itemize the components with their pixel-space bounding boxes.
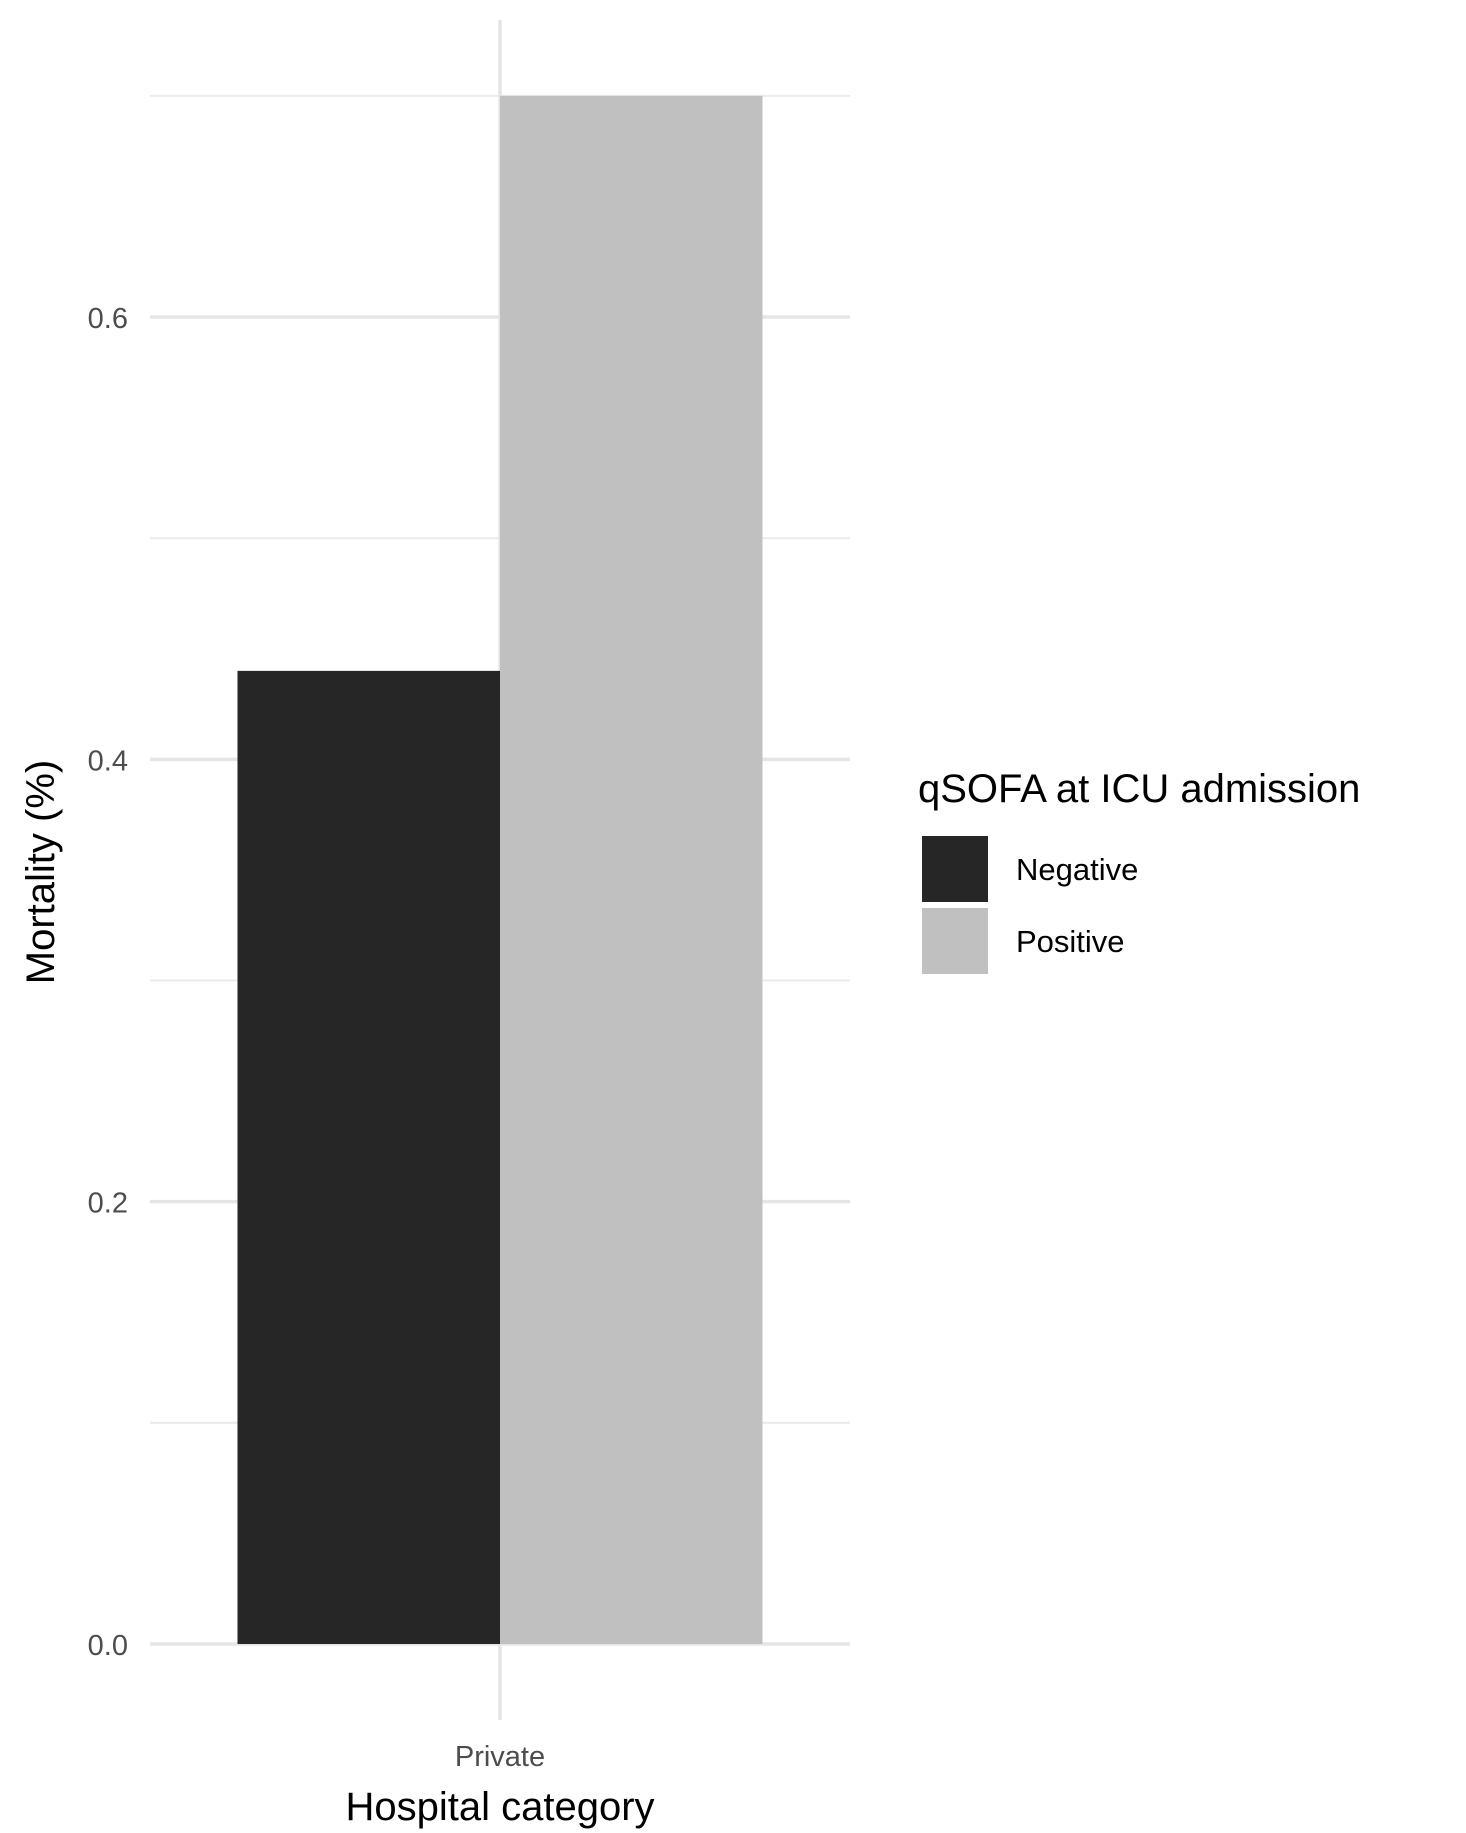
- legend-key-positive: [922, 908, 988, 974]
- legend-key-negative: [922, 836, 988, 902]
- bar-negative-private: [237, 670, 500, 1644]
- y-axis-title: Mortality (%): [19, 760, 63, 984]
- y-tick-label: 0.4: [88, 745, 128, 777]
- x-axis-title: Hospital category: [345, 1785, 654, 1829]
- legend: qSOFA at ICU admission Negative Positive: [918, 767, 1360, 974]
- y-tick-label: 0.0: [88, 1630, 128, 1662]
- y-tick-labels: 0.0 0.2 0.4 0.6: [88, 303, 128, 1662]
- y-tick-label: 0.6: [88, 303, 128, 335]
- legend-label-negative: Negative: [1016, 852, 1138, 887]
- y-tick-label: 0.2: [88, 1188, 128, 1220]
- x-tick-labels: Private: [455, 1741, 545, 1773]
- bars: [237, 95, 763, 1644]
- bar-positive-private: [500, 95, 763, 1644]
- legend-title: qSOFA at ICU admission: [918, 767, 1360, 811]
- x-tick-label: Private: [455, 1741, 545, 1773]
- legend-entries: Negative Positive: [922, 836, 1138, 974]
- legend-label-positive: Positive: [1016, 924, 1125, 959]
